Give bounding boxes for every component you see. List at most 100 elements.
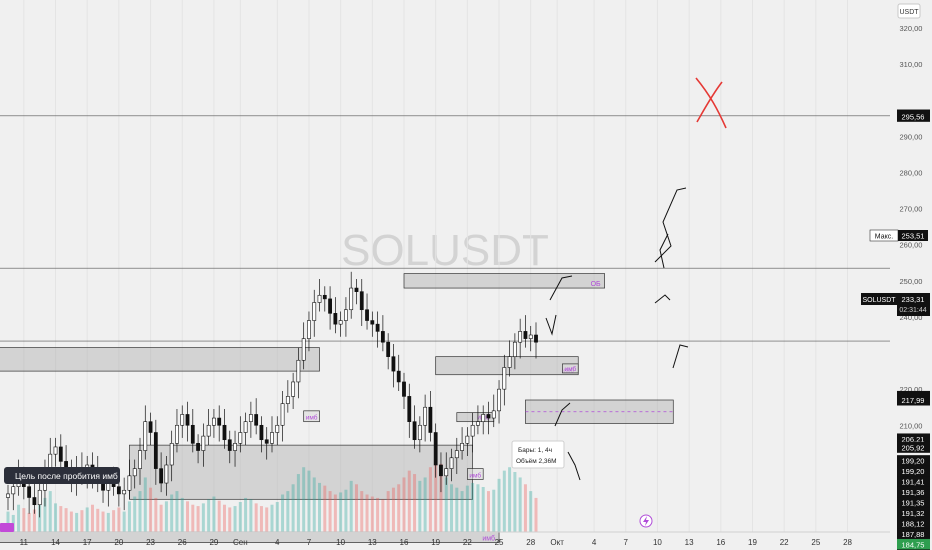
drawn-arrows	[545, 187, 689, 481]
time-tick-label: 22	[780, 538, 789, 547]
imb-label: имб	[469, 471, 481, 479]
candle-body	[227, 439, 232, 451]
time-tick-label: 16	[400, 538, 409, 547]
time-tick-label: Окт	[550, 538, 564, 547]
candle-body	[291, 381, 296, 397]
max-price-tag: Макс. 253,51	[869, 229, 928, 242]
time-tick-label: 10	[336, 538, 345, 547]
candle-body	[175, 424, 179, 444]
volume-bar	[476, 484, 480, 532]
volume-bar	[244, 497, 248, 532]
candle-body	[201, 435, 206, 451]
price-tag-label: 217,99	[902, 396, 925, 405]
volume-bar	[80, 510, 84, 532]
hand-drawn-arrow	[567, 451, 581, 481]
candle-body	[307, 320, 311, 339]
volume-bar	[349, 480, 353, 532]
time-tick-label: 19	[431, 538, 440, 547]
candle-body	[412, 421, 417, 441]
volume-bar	[180, 497, 184, 532]
time-tick-label: 25	[495, 538, 504, 547]
volume-bar	[296, 474, 300, 532]
currency-button[interactable]: USDT	[897, 3, 921, 19]
time-tick-label: Сен	[233, 538, 248, 547]
candle-body	[359, 291, 364, 311]
zone-box	[0, 347, 320, 372]
price-tag-label: 191,35	[902, 499, 925, 508]
volume-bar	[365, 494, 369, 532]
lightning-icon[interactable]	[639, 514, 653, 528]
volume-bar	[513, 472, 517, 532]
candle-body	[280, 403, 285, 426]
volume-bar	[307, 470, 311, 532]
price-tag-label: 199,20	[902, 457, 925, 466]
candle-body	[248, 414, 253, 422]
volume-bar	[323, 485, 327, 532]
hand-drawn-arrow	[554, 402, 571, 427]
time-axis: 11 14 17 20 23 26 29 Сен 4 7 10 13 16 19 22 25 28 Окт 4 7 10…	[0, 531, 890, 547]
volume-bar	[196, 506, 200, 532]
volume-bar	[381, 499, 385, 532]
volume-bar	[54, 503, 58, 532]
volume-bar	[149, 487, 153, 532]
time-tick-label: 28	[526, 538, 535, 547]
volume-bar	[370, 496, 374, 532]
candle-body	[370, 320, 375, 325]
price-tag-box	[897, 394, 930, 406]
volume-bar	[312, 477, 316, 532]
time-tick-label: 23	[146, 538, 155, 547]
candle-body	[497, 388, 501, 412]
imb-label: имб	[306, 414, 318, 422]
candle-body	[180, 414, 185, 426]
volume-bar	[492, 489, 496, 532]
price-tick-label: 210,00	[900, 421, 923, 430]
volume-bar	[460, 491, 464, 532]
volume-bar	[402, 477, 406, 532]
candle-body	[481, 414, 486, 422]
countdown: 02:31:44	[899, 307, 926, 314]
candle-body	[439, 464, 443, 477]
volume-bar	[22, 508, 26, 532]
volume-bar	[64, 508, 68, 532]
volume-bar	[27, 512, 31, 532]
time-tick-label: 19	[748, 538, 757, 547]
candle-body	[101, 482, 105, 491]
candle-body	[212, 417, 216, 426]
candle-body	[512, 341, 517, 357]
volume-bar	[254, 503, 258, 532]
zones: ОБимбимбимбимбимбимб	[0, 273, 674, 543]
time-tick-label: 14	[51, 538, 60, 547]
time-tick-label: 25	[811, 538, 820, 547]
candle-body	[11, 486, 16, 495]
price-tag-box	[897, 486, 930, 498]
candle-body	[476, 421, 480, 426]
candle-body	[338, 320, 343, 325]
candle-body	[264, 439, 269, 444]
candle-body	[449, 457, 454, 469]
candle-body	[238, 432, 243, 444]
candle-body	[58, 446, 63, 462]
red-cross-drawing	[695, 77, 727, 129]
volume-bar	[434, 457, 438, 532]
max-value: 253,51	[902, 232, 925, 241]
zone-box	[0, 531, 500, 543]
volume-bar	[354, 484, 358, 532]
candle-body	[132, 468, 137, 477]
volume-bar	[96, 508, 100, 532]
price-tick-label: 310,00	[900, 60, 923, 69]
hand-drawn-arrow	[545, 314, 557, 336]
candle-body	[312, 302, 317, 321]
imb-box	[303, 410, 320, 423]
candle-body	[6, 493, 10, 498]
volume-bar	[534, 497, 538, 532]
candle-body	[285, 396, 290, 404]
candle-body	[375, 323, 380, 332]
volume-bar	[386, 491, 390, 532]
volume-bar	[154, 497, 158, 532]
candle-body	[402, 381, 406, 397]
candle-body	[391, 356, 396, 372]
info-tooltip: Бары: 1, 4ч Объём 2,36M	[511, 440, 565, 469]
price-tag-label: 184,75	[902, 540, 925, 549]
volume-bar	[69, 511, 73, 532]
